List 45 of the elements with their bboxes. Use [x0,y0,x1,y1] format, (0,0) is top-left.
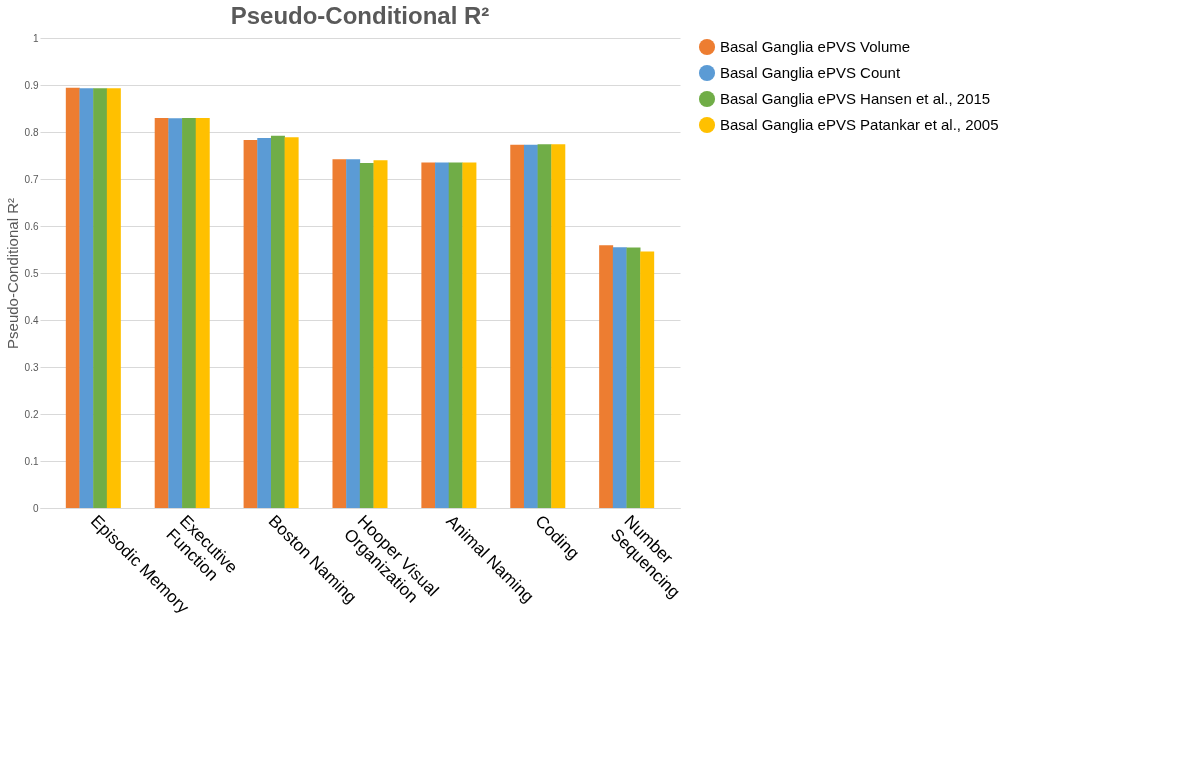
bar [373,160,388,508]
y-tick-label: 0.4 [24,314,39,326]
y-tick-label: 0.8 [24,126,39,138]
y-tick-label: 0.5 [24,267,39,279]
bar [106,88,121,508]
bar [168,118,183,508]
bar [537,144,552,508]
bar [612,247,627,508]
legend-label: Basal Ganglia ePVS Patankar et al., 2005 [720,116,999,133]
y-tick-label: 0.6 [24,220,39,232]
bar [421,162,436,508]
legend-label: Basal Ganglia ePVS Hansen et al., 2015 [720,90,991,107]
bar [640,251,655,508]
bar [510,144,525,508]
bar [462,162,477,508]
y-tick-label: 0.3 [24,361,39,373]
bar [551,144,566,508]
bar [626,247,641,508]
bar [435,162,450,508]
legend-label: Basal Ganglia ePVS Volume [720,38,911,55]
bar [195,117,210,508]
y-axis-title: Pseudo-Conditional R² [3,198,21,349]
y-tick-label: 0.9 [24,79,39,91]
bar [346,159,361,508]
bar [448,162,463,508]
bar [332,159,347,508]
bar [65,87,80,508]
bar [79,88,94,508]
bar [359,163,374,508]
bar [599,245,614,508]
y-tick-label: 0.7 [24,173,39,185]
bar [93,88,108,508]
bar [154,117,169,508]
bar [243,139,258,508]
bar [523,144,538,508]
bar [284,137,299,508]
chart-title: Pseudo-Conditional R² [230,2,490,29]
y-tick-label: 0.1 [24,455,39,467]
y-tick-label: 0.2 [24,408,39,420]
bar [270,135,285,508]
bar [257,138,272,508]
y-tick-label: 0 [32,502,39,514]
bar [182,117,197,508]
y-tick-label: 1 [32,32,39,44]
legend-label: Basal Ganglia ePVS Count [720,64,901,81]
